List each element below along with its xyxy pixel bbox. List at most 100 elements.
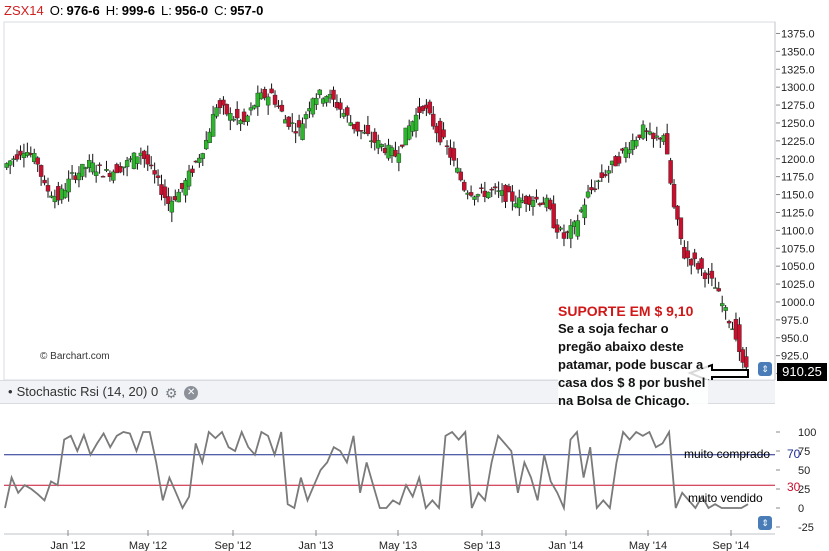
candle-body <box>255 92 261 107</box>
candle-body <box>685 250 691 259</box>
price-tick-label: 1075.0 <box>781 243 815 255</box>
candle-body <box>644 130 649 132</box>
candle-body <box>675 205 680 220</box>
candle-body <box>530 200 536 207</box>
candle-body <box>272 94 278 105</box>
price-tick-label: 1200.0 <box>781 154 815 166</box>
candle-body <box>406 125 412 140</box>
candle-body <box>314 97 319 105</box>
candle-body <box>737 324 742 353</box>
candle-body <box>441 129 446 138</box>
candle-body <box>145 154 150 165</box>
oversold-label: muito vendido <box>688 491 763 505</box>
osc-scroll-icon[interactable]: ⇕ <box>758 516 772 530</box>
candle-body <box>338 102 343 110</box>
candle-body <box>592 188 598 190</box>
price-tick-label: 1225.0 <box>781 136 815 148</box>
time-axis: Jan '12 May '12 Sep '12 Jan '13 May '13 Sep '… <box>4 530 775 551</box>
oscillator-series <box>4 429 749 512</box>
annotation-body: Se a soja fechar o pregão abaixo deste p… <box>558 321 706 408</box>
candle-body <box>124 160 130 168</box>
candle-body <box>245 115 250 123</box>
candle-body <box>252 105 257 109</box>
price-tick-label: 1350.0 <box>781 46 815 58</box>
candle-body <box>228 113 233 121</box>
price-tick-label: 1375.0 <box>781 28 815 40</box>
high-label: H: <box>105 3 119 18</box>
candle-body <box>204 140 209 150</box>
candle-body <box>62 190 68 198</box>
candle-body <box>93 171 99 176</box>
candle-body <box>197 157 202 163</box>
price-tick-label: 1175.0 <box>781 172 814 184</box>
close-icon[interactable]: ✕ <box>184 385 199 400</box>
candle-body <box>740 349 746 363</box>
candle-body <box>7 160 13 166</box>
candle-body <box>720 303 725 307</box>
price-tick-label: 1150.0 <box>781 190 814 202</box>
candle-body <box>575 220 580 237</box>
barchart-watermark: © Barchart.com <box>40 351 110 362</box>
candle-body <box>671 184 677 208</box>
close-value: 957-0 <box>230 3 264 18</box>
candle-body <box>38 165 44 177</box>
candle-body <box>183 180 188 196</box>
candle-body <box>396 153 402 163</box>
annotation-title: SUPORTE EM $ 9,10 <box>558 303 694 319</box>
osc-tick-label: 100 <box>798 427 816 439</box>
price-tick-label: 1275.0 <box>781 100 815 112</box>
candle-body <box>262 89 267 99</box>
close-label: C: <box>214 3 228 18</box>
gear-icon[interactable]: ⚙ <box>164 384 178 401</box>
price-tick-label: 1025.0 <box>781 279 815 291</box>
candle-body <box>582 204 587 219</box>
candle-body <box>32 152 37 162</box>
candle-body <box>427 101 433 114</box>
candle-body <box>634 139 639 147</box>
osc-tick-label: -25 <box>798 522 814 534</box>
candle-body <box>200 153 205 159</box>
candle-body <box>358 130 364 132</box>
candle-body <box>365 125 371 135</box>
candle-body <box>300 123 305 140</box>
candle-body <box>169 200 175 213</box>
candle-body <box>702 272 708 280</box>
candle-body <box>45 185 51 192</box>
x-tick-label: May '14 <box>629 540 667 551</box>
candle-body <box>4 163 9 168</box>
open-label: O: <box>49 3 64 18</box>
candle-body <box>166 196 171 204</box>
candle-body <box>455 167 460 173</box>
open-value: 976-6 <box>66 3 100 18</box>
candle-body <box>744 356 749 368</box>
stoch-rsi-line <box>4 429 749 512</box>
candle-body <box>207 131 212 143</box>
candle-body <box>716 288 721 292</box>
candle-body <box>726 321 732 324</box>
oversold-value: 30 <box>787 480 801 494</box>
candle-body <box>627 149 632 154</box>
candle-body <box>444 145 450 147</box>
candle-body <box>510 191 515 202</box>
price-y-axis: 1375.0 1350.0 1325.0 1300.0 1275.0 1250.0 1225… <box>774 22 815 380</box>
candle-body <box>479 187 484 189</box>
candle-body <box>290 122 295 124</box>
candle-body <box>606 170 611 174</box>
candle-body <box>393 149 398 157</box>
candle-body <box>568 225 574 239</box>
candle-body <box>42 179 47 184</box>
candle-body <box>689 259 694 266</box>
candle-body <box>104 169 109 171</box>
candle-body <box>155 175 161 178</box>
overbought-value: 70 <box>787 447 801 461</box>
candle-body <box>355 121 360 132</box>
candle-body <box>135 156 140 164</box>
symbol-label: ZSX14 <box>4 3 44 18</box>
candle-body <box>585 191 591 198</box>
price-scroll-icon[interactable]: ⇕ <box>758 362 772 376</box>
candle-body <box>596 180 601 182</box>
candle-body <box>561 232 567 239</box>
candle-body <box>303 114 309 120</box>
candle-body <box>400 144 405 147</box>
candle-body <box>121 166 126 169</box>
